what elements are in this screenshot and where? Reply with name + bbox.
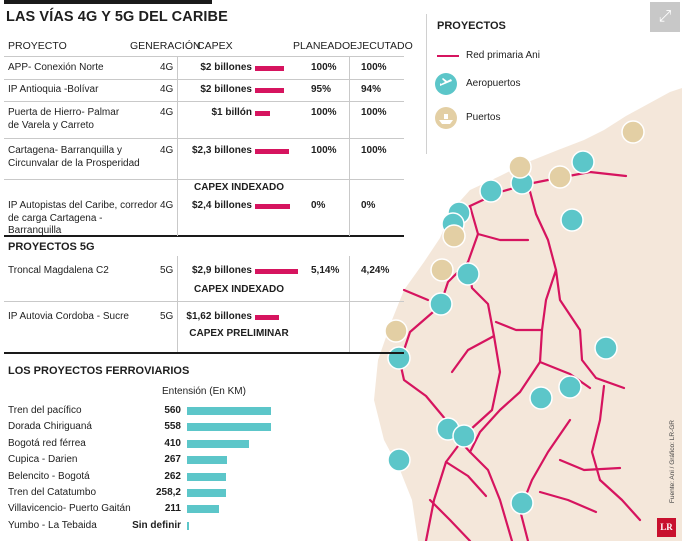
title-bar [4,0,212,4]
rail-km-value: 262 [164,470,181,482]
planned-value: 100% [311,107,337,118]
generation: 4G [160,200,174,211]
capex-bar [255,149,289,154]
rail-project-name: Yumbo - La Tebaida [8,519,97,531]
rail-length-bar [187,505,219,514]
road-line-icon [437,55,459,57]
capex-bar [255,66,285,71]
rail-km-value: 560 [164,405,181,416]
expand-button[interactable]: ⤢ [650,2,680,32]
project-name: IP Antioquia -Bolívar [8,84,99,95]
project-name: Cartagena- Barranquilla y Circunvalar de… [8,145,140,169]
rail-project-name: Tren del Catatumbo [8,487,97,498]
legend-label-airport: Aeropuertos [466,78,521,89]
generation: 5G [160,311,174,322]
capex-value: $2 billones [200,84,252,95]
executed-value: 94% [361,84,382,95]
rail-km-value: 267 [164,454,181,466]
rail-km-value: 558 [164,421,181,433]
executed-value: 100% [361,145,387,156]
planned-value: 95% [311,84,332,95]
planned-value: 5,14% [311,265,340,276]
executed-value: 100% [361,107,387,118]
project-name: IP Autovia Cordoba - Sucre [8,311,129,322]
capex-value: $2 billones [200,62,252,73]
source-credit: Fuente: Ani / Gráfico: LR-GR [669,420,676,504]
planned-value: 0% [311,200,326,211]
lr-logo: LR [657,518,676,537]
rail-length-bar [187,489,226,497]
project-name: Troncal Magdalena C2 [8,265,109,276]
planned-value: 100% [311,145,337,156]
rail-km-value: 258,2 [155,487,181,498]
capex-note: CAPEX PRELIMINAR [189,328,289,339]
airplane-icon [435,73,457,95]
generation: 5G [160,265,174,276]
legend-label-road: Red primaria Ani [466,50,540,61]
page-title: LAS VÍAS 4G Y 5G DEL CARIBE [6,9,228,25]
rail-length-bar [187,472,227,481]
capex-bar [255,315,279,320]
rail-length-bar [187,521,189,530]
rail-project-name: Tren del pacífico [8,405,82,416]
expand-icon: ⤢ [658,8,672,25]
rail-project-name: Cupica - Darien [8,454,78,466]
capex-bar [255,269,298,274]
section-5g-title: PROYECTOS 5G [8,241,95,253]
rail-km-value: 211 [164,503,181,515]
land-shape [374,88,682,541]
legend-label-port: Puertos [466,112,501,123]
header-executed: EJECUTADO [350,40,413,52]
project-name: Puerta de Hierro- Palmar de Varela y Car… [8,107,120,131]
executed-value: 0% [361,200,376,211]
capex-value: $2,9 billones [191,265,252,276]
capex-value: $1 billón [211,107,252,118]
header-generation: GENERACIÓN [130,40,201,52]
rail-column-label: Entensión (En KM) [162,386,246,397]
capex-bar [255,88,285,93]
rail-project-name: Dorada Chiriguaná [8,421,92,433]
header-project: PROYECTO [8,40,67,52]
header-capex: CAPEX [197,40,233,52]
capex-bar [255,204,291,209]
capex-value: $2,4 billones [191,200,252,211]
capex-note: CAPEX INDEXADO [193,284,284,295]
rail-section-title: LOS PROYECTOS FERROVIARIOS [8,365,190,377]
executed-value: 100% [361,62,387,73]
generation: 4G [160,84,174,95]
capex-bar [255,111,270,116]
rail-length-bar [187,439,249,448]
rail-km-value: Sin definir [132,519,181,531]
project-name: IP Autopistas del Caribe, corredor de ca… [8,200,158,236]
planned-value: 100% [311,62,337,73]
project-name: APP- Conexión Norte [8,62,104,73]
rail-length-bar [187,407,271,415]
rail-km-value: 410 [164,437,181,449]
capex-note: CAPEX INDEXADO [193,182,284,193]
capex-value: $2,3 billones [191,145,252,156]
generation: 4G [160,107,174,118]
ship-icon [435,107,457,129]
port-markers [384,120,645,343]
generation: 4G [160,145,174,156]
executed-value: 4,24% [361,265,390,276]
generation: 4G [160,62,174,73]
rail-project-name: Belencito - Bogotá [8,470,90,482]
rail-project-name: Bogotá red férrea [8,437,86,449]
rail-length-bar [187,456,228,465]
legend-title: PROYECTOS [437,20,506,32]
rail-project-name: Villavicencio- Puerto Gaitán [8,503,131,515]
rail-length-bar [187,423,271,432]
header-planned: PLANEADO [293,40,351,52]
capex-value: $1,62 billones [186,311,252,322]
road-network [398,170,642,541]
